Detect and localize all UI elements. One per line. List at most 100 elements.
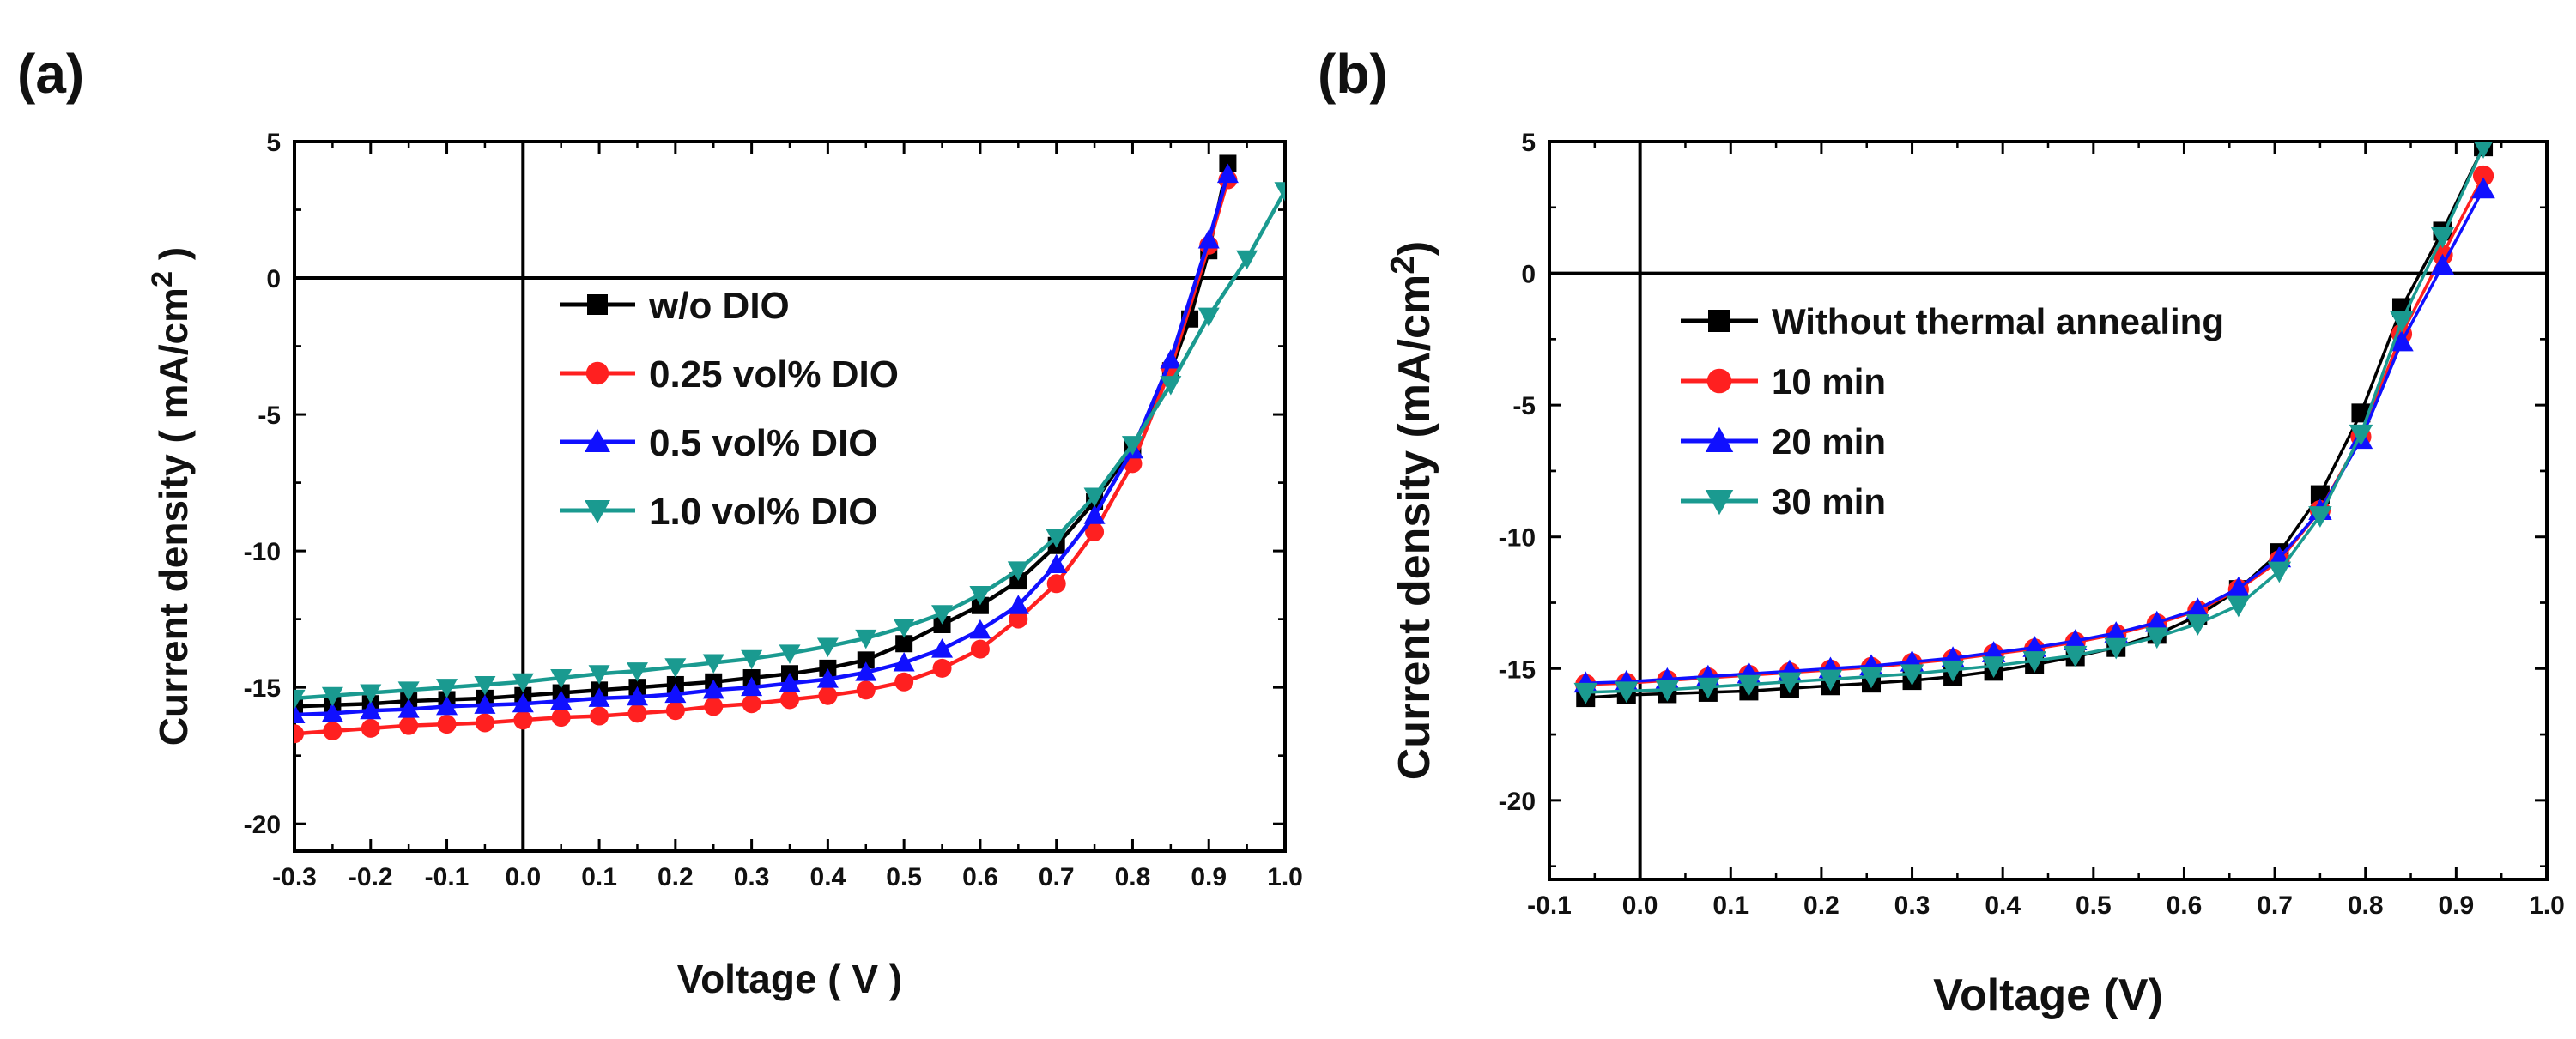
panel-b: (b) -0.1 0.0 0.1 0.2 0.3 0.4 0.5 0.6 0.7 0.8 0.9 1.0… [1318,43,2565,1020]
panel-b-legend-label: 10 min [1772,361,1886,402]
panel-a-xtick-label: 0.3 [734,863,770,891]
panel-b-ytick-label: -10 [1499,524,1536,553]
panel-b-data-point [2472,165,2494,187]
panel-a-data-point [1197,229,1220,249]
panel-a-data-point [893,652,915,672]
panel-a-y-axis-title: Current density ( mA/cm2 ) [146,247,196,746]
panel-a-data-point [665,701,685,721]
panel-a-legend-marker [585,429,610,452]
panel-b-ytick-label: 0 [1521,261,1536,289]
panel-a-ytick-label: 0 [266,265,281,293]
panel-b-data-point [2227,595,2251,618]
panel-b-y-axis-title-end: ) [1390,241,1440,256]
panel-b-data-point [2145,610,2169,632]
panel-a-ytick-label: -5 [258,402,281,430]
panel-b-ytick-label: 5 [1521,129,1536,157]
panel-b-data-point [2104,621,2128,643]
panel-a-data-point [856,680,876,700]
panel-b-series-3 [1573,142,2494,704]
panel-a-data-point [702,654,724,674]
panel-a-xtick-label: -0.3 [272,863,317,891]
panel-a-data-point [551,708,571,728]
panel-b-y-axis-title: Current density (mA/cm2) [1385,241,1440,780]
panel-b-x-axis-title: Voltage (V) [1933,970,2163,1020]
panel-a-xtick-label: 0.7 [1039,863,1075,891]
panel-b-xtick-label: 0.1 [1712,891,1749,920]
panel-b-y-axis-title-main: Current density (mA/cm [1390,275,1440,780]
panel-a-label: (a) [17,43,84,105]
panel-a-data-point [436,695,458,716]
panel-a-data-point [1121,436,1143,456]
panel-b-xtick-label: 0.6 [2167,891,2203,920]
panel-a-data-point [816,668,839,688]
panel-b-y-axis-title-sup: 2 [1385,256,1421,275]
panel-b-ytick-label: -20 [1499,788,1536,816]
panel-a-data-point [855,661,877,681]
panel-a-data-point [321,686,343,707]
panel-a-data-point [1219,154,1237,172]
panel-a-data-point [550,669,573,689]
panel-b-data-point [2227,576,2251,598]
panel-a-legend-label: 0.5 vol% DIO [649,422,878,464]
panel-a-data-point [971,596,989,614]
panel-a-y-axis-title-end: ) [151,247,196,271]
panel-b-data-point [1573,682,1598,704]
panel-a-data-point [741,676,763,697]
panel-a-legend-marker [587,294,608,315]
panel-a-data-point [933,615,951,633]
panel-a-data-point [742,694,761,714]
panel-b-xtick-label: 0.4 [1985,891,2021,920]
panel-a-data-point [818,686,838,705]
panel-b-data-point [1778,672,1802,694]
panel-a-data-point [931,605,954,625]
panel-a-data-point [474,694,496,714]
panel-a-data-point [969,586,991,606]
panel-b-data-point [2390,311,2414,333]
panel-a-data-point [627,704,647,723]
panel-a-ytick-label: -20 [244,811,281,839]
panel-b-data-point [2390,329,2414,352]
panel-a: (a) -0.3 -0.2 -0.1 0.0 0.1 0.2 0.3 0.4 0.5 0.6 0.7 0… [17,43,1303,1001]
panel-a-series-3 [294,182,1285,710]
panel-a-data-point [399,716,419,735]
panel-b-data-point [1941,660,1965,682]
panel-a-legend-label: 0.25 vol% DIO [649,353,899,396]
panel-a-data-point [1216,163,1239,184]
panel-b-xtick-label: 0.8 [2348,891,2384,920]
panel-a-legend: w/o DIO 0.25 vol% DIO 0.5 vol% DIO 1.0 vol%… [560,285,899,533]
panel-a-xtick-label: 0.9 [1191,863,1227,891]
panel-b-legend-marker [1705,490,1734,516]
panel-a-data-point [294,689,306,710]
panel-b-series-line [1585,146,2485,694]
panel-b-plot-frame [1548,140,2549,881]
panel-a-series-2 [294,163,1239,723]
panel-b-xtick-label: 0.5 [2076,891,2112,920]
panel-a-xtick-label: -0.2 [349,863,393,891]
panel-a-data-point [590,706,609,726]
panel-a-data-point [550,690,573,710]
panel-a-data-point [895,635,913,653]
panel-b-data-point [1818,669,1843,692]
panel-a-data-point [1160,376,1182,396]
panel-a-xtick-label: 0.8 [1115,863,1151,891]
panel-a-data-point [1085,522,1105,541]
panel-b-data-point [2104,637,2128,660]
panel-b-data-point [2349,424,2373,446]
panel-b-xtick-label: 0.3 [1894,891,1930,920]
panel-a-data-point [855,629,877,649]
panel-a-data-point [857,651,875,669]
panel-a-data-point [664,683,687,704]
panel-a-data-point [664,658,687,678]
panel-a-data-point [588,665,610,685]
panel-b-data-point [2471,177,2495,199]
panel-a-ytick-label: -15 [244,674,281,703]
panel-a-data-point [1046,574,1066,594]
panel-b-data-point [1900,664,1924,686]
panel-b-data-point [2430,253,2455,275]
panel-a-xtick-label: -0.1 [425,863,470,891]
panel-a-plot-frame [293,140,1287,853]
panel-a-data-point [780,690,799,710]
panel-a-data-point [397,698,420,718]
panel-a-legend-label: 1.0 vol% DIO [649,491,878,533]
panel-b-label: (b) [1318,43,1388,105]
